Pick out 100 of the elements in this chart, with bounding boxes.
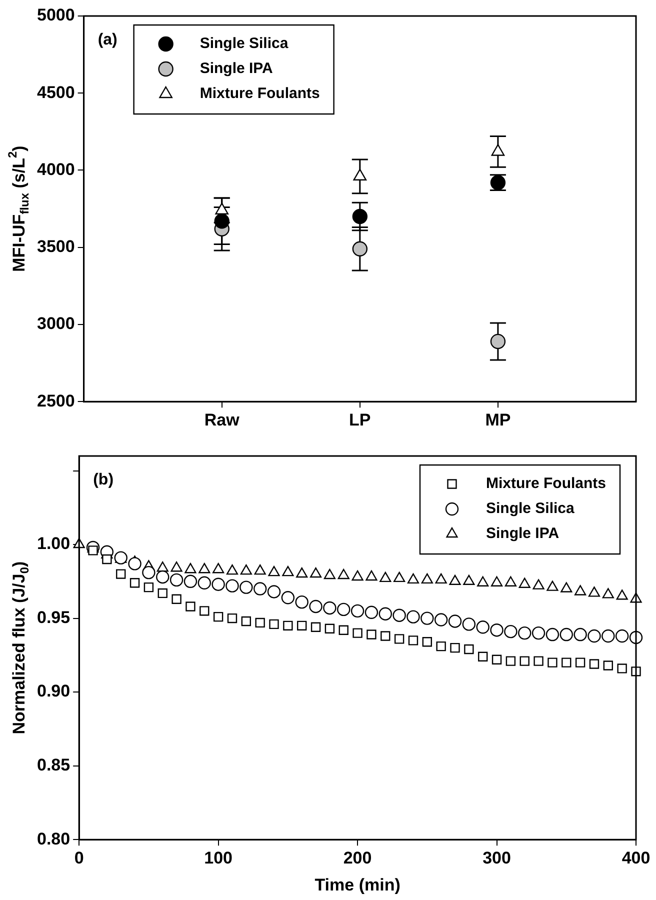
point [186,602,196,612]
point [588,586,600,597]
x-tick-label: 400 [622,848,650,868]
y-tick-label: 3500 [36,237,75,256]
point [267,585,281,598]
y-tick-label: 0.85 [36,756,70,775]
point [380,631,390,641]
point [297,620,307,631]
x-tick-label: Raw [204,410,240,430]
x-tick-label: 0 [74,848,84,868]
point [477,576,489,586]
point [128,557,142,570]
point [268,566,280,576]
point [435,573,447,584]
point [309,600,322,614]
point [504,624,518,638]
point [478,652,488,662]
point [615,629,629,643]
legend-label: Single Silica [200,35,289,52]
point [337,602,350,616]
point [144,582,154,592]
point [156,570,170,584]
point [240,580,253,594]
point [227,613,238,624]
point [463,574,475,586]
point [255,618,265,628]
point [269,619,279,630]
y-tick-label: 5000 [36,6,75,25]
point [254,564,266,575]
point [158,588,168,598]
point [436,641,446,652]
point [560,582,572,592]
point [560,628,573,642]
point [617,664,627,674]
point [296,567,308,578]
point [283,620,293,631]
point [323,601,336,615]
point [213,612,224,622]
x-tick-label: LP [349,410,371,430]
point [588,629,601,643]
point [422,637,432,647]
y-tick-label: 4000 [36,160,75,179]
point [310,622,321,632]
point [226,579,239,592]
point [253,582,267,596]
point [214,214,230,229]
point [170,573,184,587]
point [226,564,238,575]
point [491,144,505,156]
point [352,241,368,257]
legend-label: Mixture Foulants [486,475,606,492]
x-tick-label: 300 [482,848,511,868]
y-tick-label: 0.90 [36,682,70,701]
point [116,569,126,579]
point [450,642,460,653]
x-tick-label: 100 [204,848,233,868]
point [324,624,335,634]
point [102,554,112,564]
point [184,563,196,574]
point [462,618,476,631]
y-tick-label: 3000 [36,314,75,334]
point [200,606,210,616]
point [241,616,252,626]
point [546,580,558,591]
point [562,658,572,668]
y-tick-label: 0.95 [36,608,70,627]
point [575,658,586,668]
point [476,620,490,634]
point [215,202,229,214]
point [352,208,368,224]
y-tick-label: 1.00 [36,534,70,554]
point [421,573,433,584]
annotation: (a) [98,31,118,48]
point [449,574,461,586]
point [589,659,600,669]
point [366,570,378,581]
point [392,608,406,622]
point [281,591,295,604]
point [490,334,506,350]
x-axis-title: Time (min) [314,876,400,895]
point [295,595,308,609]
point [518,578,530,588]
point [407,573,420,584]
y-tick-label: 0.80 [36,829,70,848]
point [616,590,628,600]
legend-label: Single IPA [200,60,274,78]
point [602,629,615,643]
point [492,654,502,664]
point [380,572,392,582]
point [464,644,474,654]
point [574,585,586,596]
point [240,564,252,575]
point [518,626,532,640]
point [170,562,182,572]
annotation: (b) [93,471,114,488]
y-axis-title: MFI-UFflux (s/L2) [6,146,32,272]
point [434,613,448,626]
legend-label: Single Silica [486,500,576,518]
y-tick-label: 2500 [36,391,75,410]
point [130,578,140,588]
